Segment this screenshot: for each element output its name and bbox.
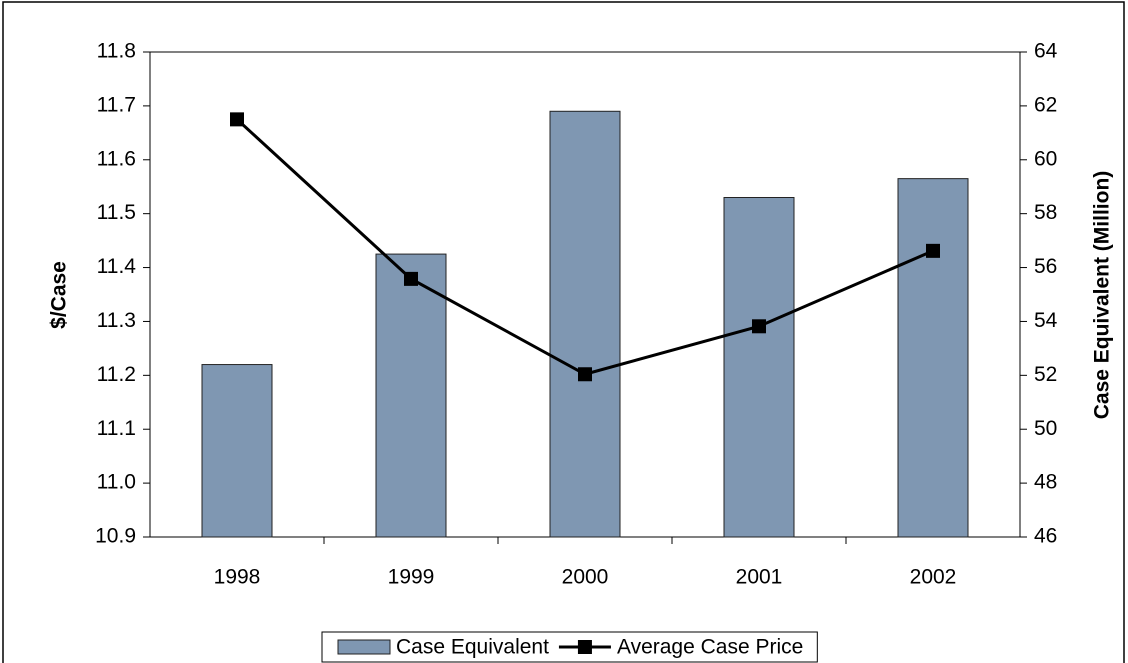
marker (926, 243, 940, 258)
y2-tick-label: 52 (1034, 363, 1057, 386)
y2-tick-label: 60 (1034, 147, 1057, 170)
y2-tick-label: 64 (1034, 40, 1058, 63)
y2-tick-label: 46 (1034, 525, 1057, 548)
legend-label: Average Case Price (617, 636, 803, 659)
y-tick-label: 11.3 (97, 309, 136, 332)
y2-tick-label: 50 (1034, 417, 1057, 440)
x-tick-label: 2000 (562, 566, 609, 589)
marker (230, 112, 244, 127)
y-tick-label: 11.2 (97, 363, 136, 386)
legend-swatch (337, 639, 391, 655)
y2-tick-label: 56 (1034, 255, 1057, 278)
x-tick-label: 2001 (736, 566, 783, 589)
x-tick-label: 1999 (388, 566, 435, 589)
marker (404, 271, 418, 286)
x-tick-label: 1998 (214, 566, 261, 589)
legend: Case Equivalent Average Case Price (321, 631, 818, 663)
bar (375, 253, 447, 538)
y2-tick-label: 48 (1034, 471, 1057, 494)
bar (549, 110, 621, 538)
y2-tick-label: 58 (1034, 201, 1057, 224)
marker (578, 367, 592, 382)
y-tick-label: 11.6 (97, 147, 136, 170)
bar (723, 197, 795, 538)
y2-tick-label: 54 (1034, 309, 1058, 332)
y-tick-label: 11.8 (97, 40, 136, 63)
x-tick-label: 2002 (910, 566, 957, 589)
y-axis-title: $/Case (48, 261, 71, 329)
y-tick-label: 11.0 (97, 471, 136, 494)
y-tick-label: 10.9 (95, 525, 136, 548)
legend-label: Case Equivalent (396, 636, 549, 659)
y-tick-label: 11.4 (97, 255, 137, 278)
y-tick-label: 11.1 (97, 417, 136, 440)
y2-axis-title: Case Equivalent (Million) (1091, 171, 1114, 420)
bar (897, 178, 969, 538)
bar (201, 364, 273, 538)
y-tick-label: 11.7 (97, 93, 136, 116)
marker (752, 319, 766, 334)
y-tick-label: 11.5 (97, 201, 136, 224)
legend-marker (577, 640, 592, 654)
y2-tick-label: 62 (1034, 93, 1057, 116)
